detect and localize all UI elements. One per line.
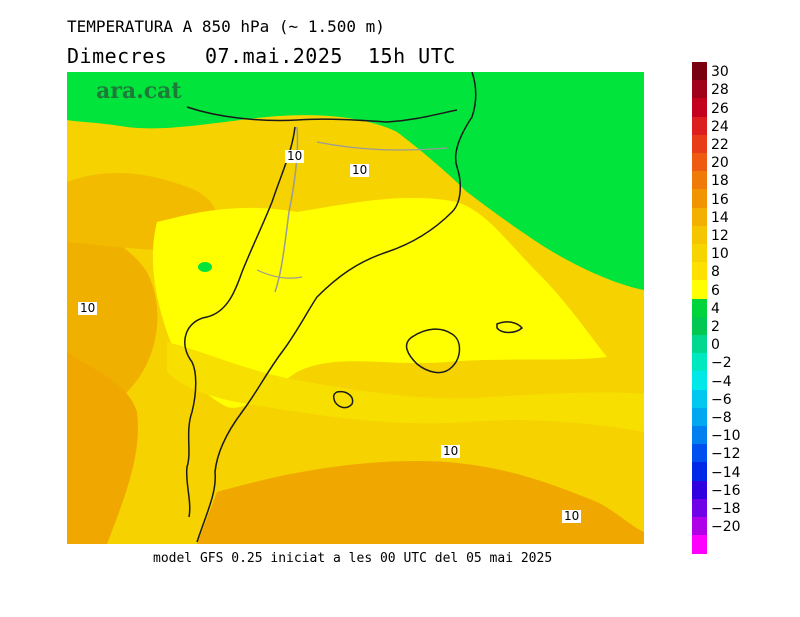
legend-swatch xyxy=(692,335,707,354)
legend-swatch xyxy=(692,116,707,136)
map-canvas xyxy=(67,72,644,544)
legend-swatch xyxy=(692,480,707,500)
orange-zone-south xyxy=(197,461,644,544)
region-border-inner xyxy=(256,269,303,279)
legend-swatch xyxy=(692,444,707,464)
legend-swatch xyxy=(692,353,707,373)
legend-swatch xyxy=(692,316,707,336)
contour-label: 10 xyxy=(350,163,370,177)
cold-field-east xyxy=(467,115,644,291)
temperature-map: ara.cat 10 10 10 10 10 xyxy=(67,72,644,544)
legend-tick-label: 22 xyxy=(711,137,729,153)
map-watermark: ara.cat xyxy=(96,78,182,104)
legend-swatch xyxy=(692,426,707,445)
legend-tick-label: 10 xyxy=(711,246,729,263)
contour-label: 10 xyxy=(285,149,305,163)
model-caption: model GFS 0.25 iniciat a les 00 UTC del … xyxy=(153,551,553,566)
legend-tick-label: −2 xyxy=(711,355,732,372)
legend-tick-label: −20 xyxy=(711,519,741,536)
legend-tick-label: −18 xyxy=(711,501,741,517)
legend-tick-label: 26 xyxy=(711,100,729,117)
region-border-north xyxy=(316,141,448,151)
legend-tick-label: 0 xyxy=(711,337,720,354)
legend-swatch xyxy=(692,189,707,209)
legend-tick-label: 30 xyxy=(711,64,729,81)
legend-tick-label: 4 xyxy=(711,300,720,317)
legend-swatch xyxy=(692,207,707,227)
legend-tick-label: −14 xyxy=(711,464,741,481)
legend-swatch xyxy=(692,462,707,482)
legend-tick-label: 28 xyxy=(711,82,729,99)
legend-swatch xyxy=(692,80,707,100)
legend-swatch xyxy=(692,517,707,536)
legend-tick-label: 6 xyxy=(711,282,720,299)
legend-tick-label: −8 xyxy=(711,410,732,426)
legend-tick-label: −10 xyxy=(711,428,741,445)
contour-label: 10 xyxy=(441,444,461,458)
legend-swatch xyxy=(692,389,707,409)
legend-tick-label: −6 xyxy=(711,391,732,408)
legend-tick-label: 14 xyxy=(711,209,729,226)
legend-swatch xyxy=(692,134,707,154)
legend-tick-label: 8 xyxy=(711,264,720,281)
map-subtitle: Dimecres 07.mai.2025 15h UTC xyxy=(67,44,456,68)
legend-swatch xyxy=(692,535,707,555)
island-southwest xyxy=(332,390,354,409)
map-title: TEMPERATURA A 850 hPa (~ 1.500 m) xyxy=(67,17,385,36)
yellow-band xyxy=(152,197,608,408)
legend-swatch xyxy=(692,407,707,427)
legend-tick-label: 16 xyxy=(711,191,729,208)
legend-swatch xyxy=(692,262,707,282)
island-east xyxy=(496,321,524,334)
contour-label: 10 xyxy=(562,509,582,523)
legend-swatch xyxy=(692,371,707,391)
cold-field xyxy=(67,72,644,290)
cold-pocket xyxy=(198,262,212,272)
legend-swatch xyxy=(692,280,707,300)
legend-swatch xyxy=(692,244,707,263)
legend-tick-label: 20 xyxy=(711,155,729,172)
contour-label: 10 xyxy=(78,301,98,315)
legend-tick-label: 12 xyxy=(711,228,729,244)
country-border xyxy=(184,126,296,518)
legend-tick-label: 24 xyxy=(711,118,729,135)
orange-zone-southwest xyxy=(67,352,138,544)
legend-swatch xyxy=(692,498,707,518)
legend-swatch xyxy=(692,153,707,172)
island-large xyxy=(405,328,461,374)
legend-tick-label: 2 xyxy=(711,319,720,335)
legend-tick-label: 18 xyxy=(711,173,729,190)
legend-swatch xyxy=(692,225,707,245)
legend-swatch xyxy=(692,298,707,318)
transition-band xyxy=(167,342,644,432)
legend-tick-label: −4 xyxy=(711,373,732,390)
coastline xyxy=(196,72,477,543)
legend-tick-label: −16 xyxy=(711,482,741,499)
legend-tick-label: −12 xyxy=(711,446,741,463)
legend-swatch xyxy=(692,62,707,81)
legend-swatch xyxy=(692,171,707,191)
legend-swatch xyxy=(692,98,707,118)
northern-border xyxy=(186,106,458,123)
